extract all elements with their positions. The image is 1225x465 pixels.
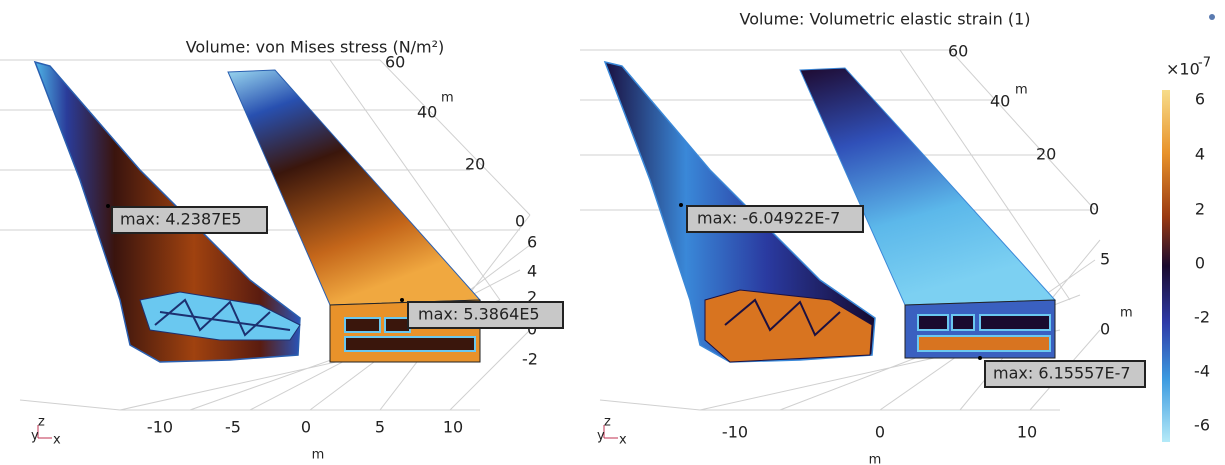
x-tick: 10	[1017, 423, 1037, 442]
colorbar-tick: -2	[1194, 308, 1210, 327]
colorbar-tick: -4	[1194, 362, 1210, 381]
x-tick: 0	[875, 423, 885, 442]
vertical-unit: m	[1015, 83, 1028, 98]
colorbar-tick: 6	[1195, 90, 1205, 109]
box-cell	[917, 335, 1051, 352]
triad-label: x	[53, 433, 61, 448]
vertical-tick: 0	[515, 212, 525, 231]
box-top	[799, 67, 1057, 306]
colorbar-exponent: -7	[1198, 56, 1211, 71]
annotation: max: 4.2387E5	[106, 204, 268, 234]
box-cell	[917, 314, 949, 331]
vertical-tick: 60	[385, 53, 405, 72]
box-cell	[344, 336, 476, 352]
vertical-tick: 40	[990, 92, 1010, 111]
vertical-tick: 60	[948, 42, 968, 61]
vertical-tick: 20	[1036, 145, 1056, 164]
colorbar-tick: -6	[1194, 416, 1210, 435]
annotation: max: 6.15557E-7	[978, 356, 1146, 388]
colorbar-tick: 4	[1195, 145, 1205, 164]
colorbar: ×10 -7 6 4 2 0 -2 -4 -6	[1162, 56, 1211, 442]
wing-ribs	[724, 298, 841, 337]
triad-label: y	[597, 429, 605, 444]
vertical-tick: 40	[417, 103, 437, 122]
panel-title: Volume: Volumetric elastic strain (1)	[739, 10, 1030, 29]
panel-title: Volume: von Mises stress (N/m²)	[186, 38, 445, 57]
colorbar-tick: 0	[1195, 254, 1205, 273]
x-tick: -5	[225, 418, 241, 437]
box-cell	[344, 317, 381, 333]
vertical-tick: 20	[465, 155, 485, 174]
vertical-tick: 0	[1089, 200, 1099, 219]
vertical-unit: m	[441, 91, 454, 106]
triad-label: z	[38, 415, 45, 430]
annotation-text: max: 4.2387E5	[120, 210, 242, 229]
box-cell	[384, 317, 411, 333]
annotation-text: max: 5.3864E5	[418, 305, 540, 324]
depth-tick: 5	[1100, 250, 1110, 269]
left-panel: Volume: von Mises stress (N/m²) 60 40 m …	[0, 38, 564, 463]
x-tick: -10	[722, 423, 748, 442]
icon	[1209, 14, 1215, 20]
axis-triad: z y x	[597, 415, 627, 448]
depth-tick: 6	[527, 233, 537, 252]
box-cell	[979, 314, 1051, 331]
x-tick: 5	[375, 418, 385, 437]
annotation-text: max: -6.04922E-7	[697, 209, 840, 228]
triad-label: z	[604, 415, 611, 430]
axis-triad: z y x	[31, 415, 61, 448]
wing-ribs	[154, 298, 291, 337]
annotation-text: max: 6.15557E-7	[993, 364, 1131, 383]
triad-label: x	[619, 433, 627, 448]
triad-label: y	[31, 429, 39, 444]
x-tick: -10	[147, 418, 173, 437]
box-cell	[951, 314, 975, 331]
right-panel: Volume: Volumetric elastic strain (1) 60…	[580, 10, 1215, 465]
colorbar-gradient	[1162, 90, 1170, 442]
colorbar-multiplier: ×10	[1166, 60, 1200, 79]
depth-unit: m	[1120, 306, 1133, 321]
depth-tick: -2	[522, 350, 538, 369]
depth-tick: 2	[527, 288, 537, 307]
x-unit: m	[869, 453, 882, 465]
annotation: max: 5.3864E5	[400, 298, 564, 329]
colorbar-tick: 2	[1195, 200, 1205, 219]
depth-tick: 4	[527, 262, 537, 281]
x-tick: 0	[301, 418, 311, 437]
depth-tick: 0	[1100, 320, 1110, 339]
x-tick: 10	[443, 418, 463, 437]
annotation: max: -6.04922E-7	[679, 203, 864, 233]
x-unit: m	[312, 448, 325, 463]
